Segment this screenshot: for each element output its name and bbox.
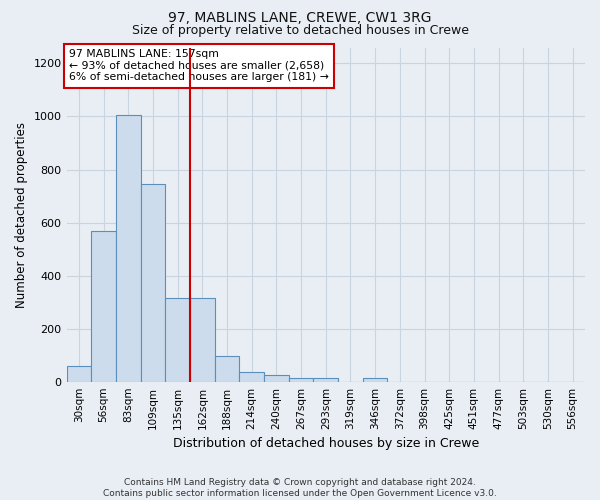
Bar	[140, 184, 165, 382]
Text: Size of property relative to detached houses in Crewe: Size of property relative to detached ho…	[131, 24, 469, 37]
Bar	[67, 366, 91, 382]
Bar	[239, 372, 264, 382]
Bar	[264, 375, 289, 382]
Bar	[215, 356, 239, 382]
Bar	[289, 378, 313, 382]
Bar	[313, 378, 338, 382]
Text: 97, MABLINS LANE, CREWE, CW1 3RG: 97, MABLINS LANE, CREWE, CW1 3RG	[168, 11, 432, 25]
Bar	[116, 115, 140, 382]
Y-axis label: Number of detached properties: Number of detached properties	[15, 122, 28, 308]
Text: 97 MABLINS LANE: 157sqm
← 93% of detached houses are smaller (2,658)
6% of semi-: 97 MABLINS LANE: 157sqm ← 93% of detache…	[69, 49, 329, 82]
Text: Contains HM Land Registry data © Crown copyright and database right 2024.
Contai: Contains HM Land Registry data © Crown c…	[103, 478, 497, 498]
Bar	[363, 378, 388, 382]
Bar	[165, 298, 190, 382]
Bar	[91, 230, 116, 382]
X-axis label: Distribution of detached houses by size in Crewe: Distribution of detached houses by size …	[173, 437, 479, 450]
Bar	[190, 298, 215, 382]
